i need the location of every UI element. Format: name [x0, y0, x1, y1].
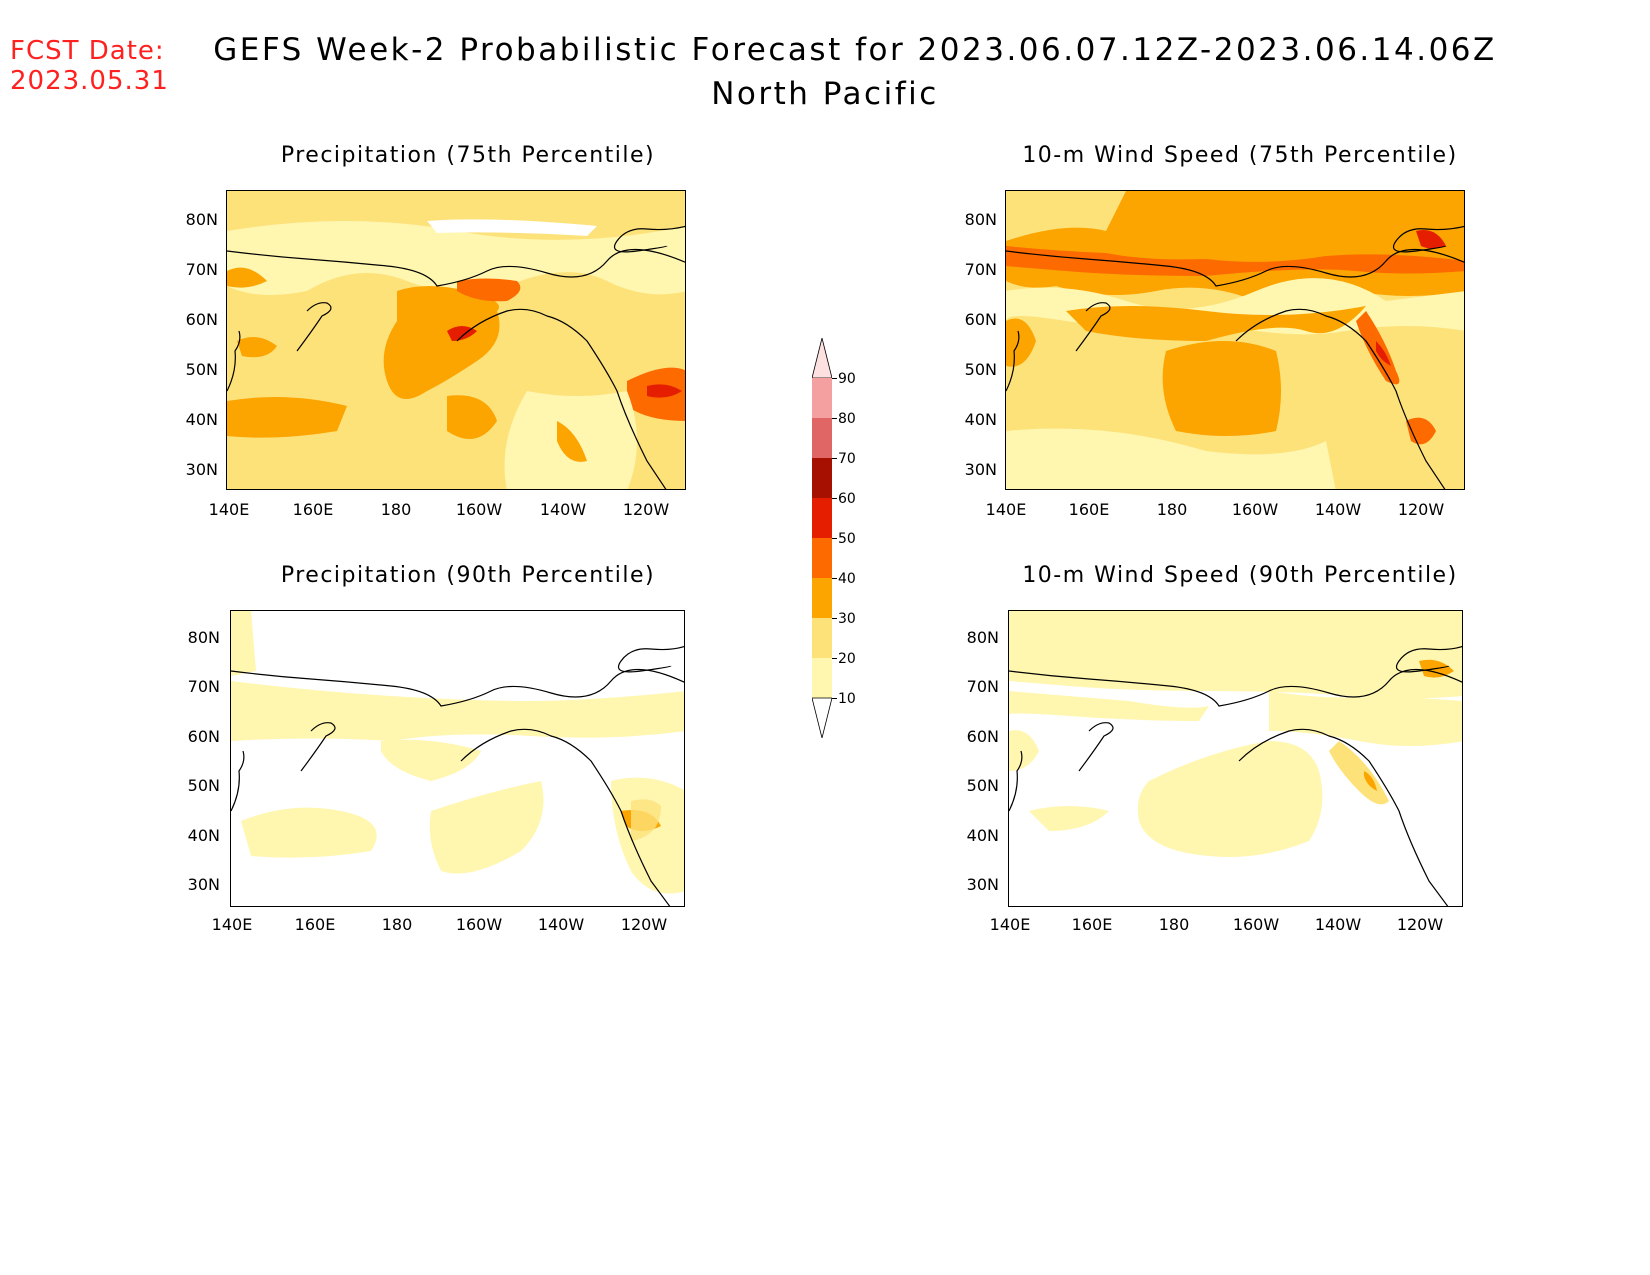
lat-label: 40N	[966, 826, 999, 845]
lat-label: 40N	[187, 826, 220, 845]
fcst-date-label: FCST Date:	[10, 36, 165, 66]
panel-title-wind-90: 10-m Wind Speed (90th Percentile)	[1022, 563, 1458, 588]
panel-title-precip-75: Precipitation (75th Percentile)	[280, 143, 656, 168]
lon-label: 120W	[1397, 500, 1445, 519]
lon-label: 180	[1158, 915, 1190, 934]
lat-label: 70N	[185, 260, 218, 279]
lat-label: 60N	[964, 310, 997, 329]
lon-label: 140W	[1314, 500, 1362, 519]
lat-label: 60N	[185, 310, 218, 329]
lon-label: 120W	[620, 915, 668, 934]
lon-label: 160E	[294, 915, 336, 934]
lon-label: 140E	[985, 500, 1027, 519]
main-title: GEFS Week-2 Probabilistic Forecast for 2…	[213, 32, 1497, 68]
lat-label: 50N	[185, 360, 218, 379]
colorbar-tick	[832, 378, 837, 379]
colorbar-tick	[832, 578, 837, 579]
lon-label: 180	[380, 500, 412, 519]
colorbar-tick	[832, 418, 837, 419]
lon-label: 140E	[211, 915, 253, 934]
lat-label: 80N	[187, 628, 220, 647]
lat-label: 30N	[966, 875, 999, 894]
lat-label: 40N	[185, 410, 218, 429]
colorbar-label: 40	[838, 571, 856, 587]
lon-label: 160W	[1232, 915, 1280, 934]
colorbar-label: 90	[838, 371, 856, 387]
lat-label: 40N	[964, 410, 997, 429]
lat-label: 30N	[185, 460, 218, 479]
colorbar-label: 10	[838, 691, 856, 707]
lon-label: 120W	[1396, 915, 1444, 934]
map-wind-75	[1005, 190, 1465, 490]
map-wind-90	[1008, 610, 1463, 907]
lon-label: 160W	[455, 915, 503, 934]
lat-label: 80N	[966, 628, 999, 647]
map-precip-75	[226, 190, 686, 490]
lon-label: 140W	[539, 500, 587, 519]
colorbar-label: 60	[838, 491, 856, 507]
fcst-date-value: 2023.05.31	[10, 66, 169, 96]
fcst-date-block: FCST Date: 2023.05.31	[10, 36, 169, 96]
lat-label: 70N	[966, 677, 999, 696]
lon-label: 160E	[292, 500, 334, 519]
lat-label: 80N	[185, 210, 218, 229]
lat-label: 50N	[966, 776, 999, 795]
lon-label: 140E	[989, 915, 1031, 934]
lon-label: 140W	[1314, 915, 1362, 934]
lon-label: 180	[381, 915, 413, 934]
panel-title-precip-90: Precipitation (90th Percentile)	[280, 563, 656, 588]
lat-label: 60N	[966, 727, 999, 746]
lat-label: 70N	[187, 677, 220, 696]
lat-label: 60N	[187, 727, 220, 746]
colorbar-tick	[832, 698, 837, 699]
lon-label: 160E	[1068, 500, 1110, 519]
colorbar-tick	[832, 498, 837, 499]
lat-label: 50N	[964, 360, 997, 379]
lat-label: 80N	[964, 210, 997, 229]
lat-label: 70N	[964, 260, 997, 279]
colorbar-label: 20	[838, 651, 856, 667]
lon-label: 120W	[622, 500, 670, 519]
lon-label: 140W	[537, 915, 585, 934]
lon-label: 160E	[1071, 915, 1113, 934]
colorbar-tick	[832, 618, 837, 619]
lon-label: 160W	[455, 500, 503, 519]
colorbar-label: 70	[838, 451, 856, 467]
colorbar-tick	[832, 458, 837, 459]
lat-label: 30N	[964, 460, 997, 479]
lon-label: 160W	[1231, 500, 1279, 519]
colorbar-label: 80	[838, 411, 856, 427]
lon-label: 140E	[208, 500, 250, 519]
colorbar-label: 50	[838, 531, 856, 547]
map-precip-90	[230, 610, 685, 907]
panel-title-wind-75: 10-m Wind Speed (75th Percentile)	[1022, 143, 1458, 168]
region-title: North Pacific	[711, 76, 939, 112]
colorbar-tick	[832, 538, 837, 539]
lat-label: 50N	[187, 776, 220, 795]
lon-label: 180	[1156, 500, 1188, 519]
colorbar-tick	[832, 658, 837, 659]
lat-label: 30N	[187, 875, 220, 894]
colorbar-label: 30	[838, 611, 856, 627]
colorbar-swatches	[812, 338, 832, 738]
